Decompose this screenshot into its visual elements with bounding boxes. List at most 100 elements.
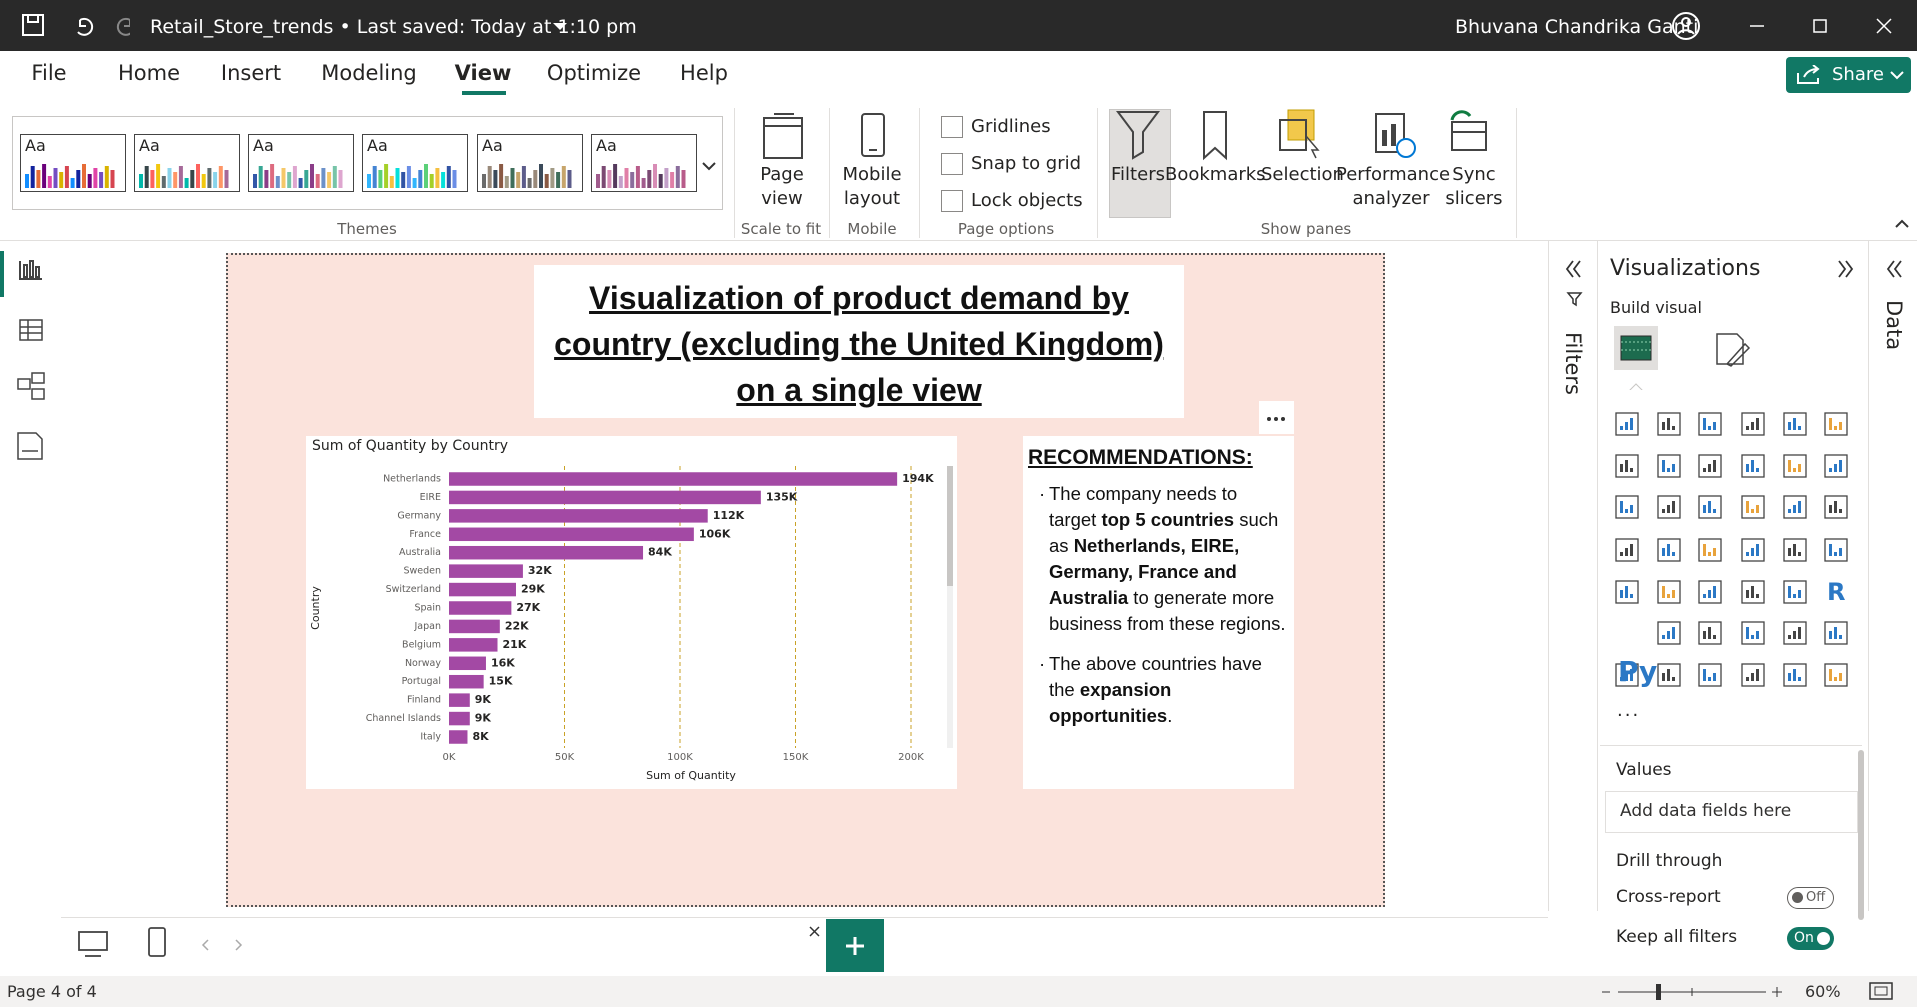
checkbox-label[interactable]: Gridlines xyxy=(971,116,1051,137)
page-view-icon[interactable] xyxy=(760,112,806,160)
visual-type-icon[interactable] xyxy=(1615,454,1639,478)
page-view-button[interactable]: Page view xyxy=(760,164,804,209)
redo-icon[interactable] xyxy=(116,17,130,36)
visual-type-icon[interactable] xyxy=(1698,538,1722,562)
theme-swatch[interactable]: Aa xyxy=(591,134,697,192)
menu-tab[interactable]: File xyxy=(31,61,67,85)
menu-tab[interactable]: Insert xyxy=(220,61,282,85)
pane-button[interactable]: Selection xyxy=(1261,164,1344,185)
visual-type-icon[interactable] xyxy=(1824,412,1848,436)
mobile-view[interactable] xyxy=(148,927,166,957)
visual-type-icon[interactable] xyxy=(1615,663,1639,687)
pane-button[interactable]: Filters xyxy=(1111,164,1165,185)
visual-type-icon[interactable] xyxy=(1783,495,1807,519)
visual-type-icon[interactable] xyxy=(1783,454,1807,478)
pane-button[interactable]: Performance analyzer xyxy=(1336,164,1451,209)
visual-type-icon[interactable] xyxy=(1698,580,1722,604)
visual-more-options[interactable] xyxy=(1259,401,1294,434)
mobile-layout-button[interactable]: Mobile layout xyxy=(842,164,902,209)
visual-type-icon[interactable] xyxy=(1698,454,1722,478)
checkbox-label[interactable]: Lock objects xyxy=(971,190,1083,211)
visual-type-icon[interactable] xyxy=(1741,412,1765,436)
checkbox[interactable] xyxy=(941,116,963,138)
desktop-view[interactable] xyxy=(78,931,108,951)
theme-swatch[interactable]: Aa xyxy=(248,134,354,192)
menu-tab[interactable]: View xyxy=(454,61,512,85)
file-title[interactable]: Retail_Store_trends • Last saved: Today … xyxy=(150,16,637,38)
visual-type-icon[interactable] xyxy=(1741,495,1765,519)
visual-type-icon[interactable] xyxy=(1698,495,1722,519)
keep-filters-toggle[interactable]: On xyxy=(1787,927,1834,950)
report-view-icon[interactable] xyxy=(19,260,42,280)
menu-tab[interactable]: Modeling xyxy=(321,61,417,85)
visual-type-icon[interactable] xyxy=(1698,663,1722,687)
visual-type-icon[interactable] xyxy=(1615,412,1639,436)
theme-swatch[interactable]: Aa xyxy=(362,134,468,192)
pane-button[interactable]: Bookmarks xyxy=(1165,164,1266,185)
model-view-icon[interactable] xyxy=(17,372,45,400)
visual-type-icon[interactable] xyxy=(1741,580,1765,604)
mobile-icon[interactable] xyxy=(858,112,888,160)
values-well[interactable]: Add data fields here xyxy=(1605,791,1858,833)
bar-chart[interactable]: Sum of Quantity by Country Country Sum o… xyxy=(306,436,957,789)
visual-type-icon[interactable] xyxy=(1657,538,1681,562)
more-visuals[interactable]: ... xyxy=(1617,700,1641,721)
expand-data-pane[interactable] xyxy=(1884,259,1906,281)
fit-to-page[interactable] xyxy=(1868,980,1894,1002)
visual-type-icon[interactable] xyxy=(1741,621,1765,645)
cross-report-toggle[interactable]: Off xyxy=(1787,887,1834,909)
visual-type-icon[interactable] xyxy=(1698,412,1722,436)
pane-scrollbar[interactable] xyxy=(1858,750,1864,920)
collapse-visualizations[interactable] xyxy=(1835,259,1857,281)
visual-type-icon[interactable] xyxy=(1657,663,1681,687)
visual-type-icon[interactable] xyxy=(1615,538,1639,562)
visual-type-icon[interactable] xyxy=(1741,538,1765,562)
visual-type-icon[interactable] xyxy=(1615,580,1639,604)
dax-view-icon[interactable] xyxy=(17,432,43,460)
close-tab[interactable] xyxy=(808,925,822,939)
checkbox[interactable] xyxy=(941,190,963,212)
format-tab[interactable] xyxy=(1716,333,1751,367)
share-label[interactable]: Share xyxy=(1832,64,1884,85)
visual-type-icon[interactable] xyxy=(1783,663,1807,687)
themes-more[interactable] xyxy=(702,162,716,172)
restore[interactable] xyxy=(1813,19,1827,33)
visual-type-icon[interactable] xyxy=(1657,495,1681,519)
scrollbar-thumb[interactable] xyxy=(947,466,953,586)
visual-type-icon[interactable] xyxy=(1824,454,1848,478)
pane-button[interactable]: Sync slicers xyxy=(1445,164,1503,209)
r-visual-icon[interactable]: R xyxy=(1827,578,1846,606)
python-visual-icon[interactable]: Py xyxy=(1618,655,1658,688)
filters-pane-label[interactable]: Filters xyxy=(1561,332,1585,395)
menu-tab[interactable]: Optimize xyxy=(546,61,642,85)
visual-type-icon[interactable] xyxy=(1657,621,1681,645)
visual-type-icon[interactable] xyxy=(1657,580,1681,604)
visual-type-icon[interactable] xyxy=(1824,621,1848,645)
visual-type-icon[interactable] xyxy=(1698,621,1722,645)
visual-type-icon[interactable] xyxy=(1741,454,1765,478)
visual-type-icon[interactable] xyxy=(1783,538,1807,562)
data-pane-label[interactable]: Data xyxy=(1882,300,1906,351)
visual-type-icon[interactable] xyxy=(1741,663,1765,687)
zoom-slider[interactable] xyxy=(1596,980,1786,1004)
checkbox-label[interactable]: Snap to grid xyxy=(971,153,1082,174)
undo-icon[interactable] xyxy=(77,17,94,36)
visual-type-icon[interactable] xyxy=(1615,495,1639,519)
visual-type-icon[interactable] xyxy=(1824,495,1848,519)
menu-tab[interactable]: Home xyxy=(117,61,181,85)
visual-type-icon[interactable] xyxy=(1657,454,1681,478)
theme-swatch[interactable]: Aa xyxy=(134,134,240,192)
visual-type-icon[interactable] xyxy=(1824,663,1848,687)
visual-type-icon[interactable] xyxy=(1783,621,1807,645)
theme-swatch[interactable]: Aa xyxy=(20,134,126,192)
add-page-button[interactable] xyxy=(826,919,884,972)
menu-tab[interactable]: Help xyxy=(680,61,728,85)
visual-type-icon[interactable] xyxy=(1783,412,1807,436)
theme-swatch[interactable]: Aa xyxy=(477,134,583,192)
visual-type-icon[interactable] xyxy=(1783,580,1807,604)
visual-type-icon[interactable] xyxy=(1824,538,1848,562)
title-dropdown[interactable] xyxy=(552,22,568,32)
collapse-ribbon[interactable] xyxy=(1895,219,1909,229)
share-button[interactable]: Share xyxy=(1786,57,1911,93)
checkbox[interactable] xyxy=(941,153,963,175)
